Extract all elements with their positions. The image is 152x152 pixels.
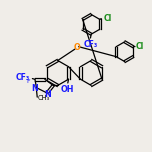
Text: OH: OH bbox=[61, 85, 74, 94]
Text: N: N bbox=[45, 90, 51, 99]
Text: F: F bbox=[26, 79, 30, 84]
Text: CF₃: CF₃ bbox=[15, 73, 30, 82]
Text: Cl: Cl bbox=[135, 42, 144, 51]
Text: CH₃: CH₃ bbox=[38, 95, 50, 101]
Text: Cl: Cl bbox=[103, 14, 112, 23]
Text: CF₃: CF₃ bbox=[83, 40, 98, 49]
Text: O: O bbox=[73, 43, 80, 52]
Text: N: N bbox=[32, 84, 38, 93]
